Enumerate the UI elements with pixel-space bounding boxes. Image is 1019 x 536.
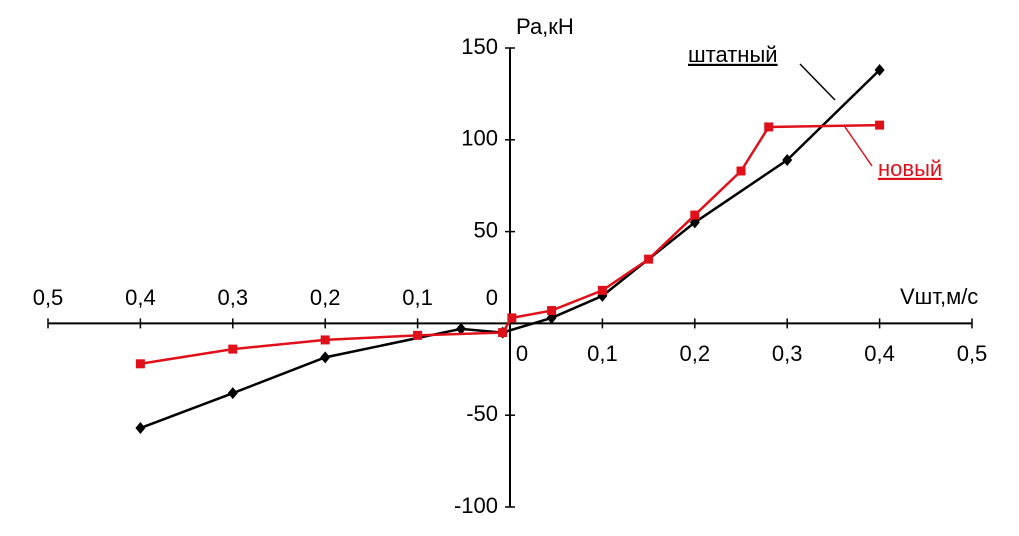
x-tick-label: 0,1 [587,341,618,366]
point [413,330,423,340]
x-tick-label: 0,3 [218,285,249,310]
x-axis-label: Vшт,м/с [900,284,978,309]
x-tick-label: 0,4 [125,285,156,310]
x-tick-label: 0,5 [957,341,988,366]
y-tick-label: 0 [486,285,498,310]
x-tick-label: 0,5 [33,285,64,310]
series-label: новый [878,156,942,181]
point [498,328,508,338]
point [547,306,557,316]
point [875,120,885,130]
point [320,335,330,345]
x-tick-label: 0 [516,341,528,366]
leader-line [844,126,873,167]
point [874,64,885,77]
point [690,210,700,220]
series-label: штатный [688,42,778,67]
point [782,153,793,166]
x-tick-label: 0,2 [680,341,711,366]
y-tick-label: 150 [461,34,498,59]
point [320,351,331,364]
point [456,322,467,335]
x-tick-label: 0,1 [402,285,433,310]
point [227,387,238,400]
x-tick-label: 0,3 [772,341,803,366]
series-line [139,69,881,430]
point [507,313,517,323]
point [764,122,774,132]
leader-line [799,63,836,101]
y-axis-label: Ра,кН [516,14,574,39]
point [736,166,746,176]
x-tick-label: 0,2 [310,285,341,310]
y-tick-label: 100 [461,126,498,151]
y-tick-label: -100 [454,493,498,518]
x-tick-label: 0,4 [864,341,895,366]
point [597,285,607,295]
y-tick-label: -50 [466,401,498,426]
y-tick-label: 50 [474,217,498,242]
point [644,254,654,264]
point [135,422,146,435]
point [135,359,145,369]
point [228,344,238,354]
